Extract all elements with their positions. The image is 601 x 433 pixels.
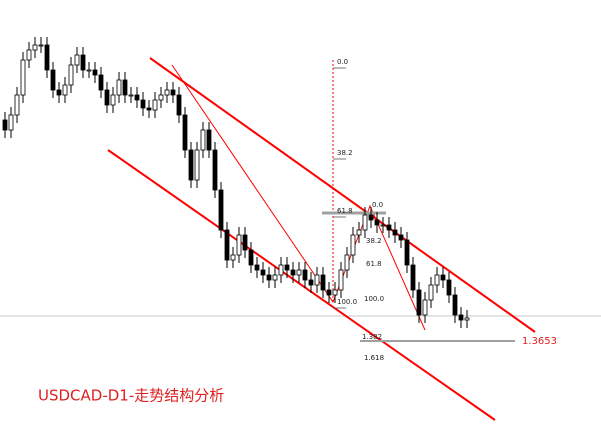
candle-body bbox=[290, 269, 296, 276]
candle-body bbox=[326, 289, 332, 296]
candle-body bbox=[410, 264, 416, 291]
candle-body bbox=[272, 274, 278, 281]
candle-body bbox=[284, 264, 290, 271]
candle-body bbox=[212, 149, 218, 191]
candle-body bbox=[428, 284, 434, 301]
candle-body bbox=[338, 269, 344, 291]
candle-body bbox=[14, 94, 20, 116]
candle-body bbox=[254, 264, 260, 271]
candle-body bbox=[320, 274, 326, 291]
candle-body bbox=[2, 119, 8, 131]
channel-lower bbox=[107, 149, 496, 421]
fib-label: 100.0 bbox=[364, 295, 384, 303]
fib-label: 100.0 bbox=[337, 298, 357, 306]
candle-body bbox=[80, 54, 86, 71]
candle-body bbox=[32, 44, 38, 51]
candle-body bbox=[422, 299, 428, 316]
candle-body bbox=[236, 234, 242, 256]
level-label: 1.3653 bbox=[522, 336, 557, 347]
candle-body bbox=[374, 219, 380, 226]
candle-body bbox=[350, 234, 356, 256]
candle-body bbox=[50, 69, 56, 91]
candle-body bbox=[98, 74, 104, 91]
candle-body bbox=[74, 54, 80, 66]
candle-body bbox=[230, 254, 236, 261]
candle-body bbox=[110, 94, 116, 106]
candle-body bbox=[314, 274, 320, 286]
candle-body bbox=[134, 94, 140, 101]
candle-body bbox=[452, 294, 458, 316]
candle-body bbox=[68, 64, 74, 86]
candle-body bbox=[8, 114, 14, 131]
candle-body bbox=[248, 249, 254, 266]
candle-body bbox=[200, 129, 206, 151]
candle-body bbox=[20, 59, 26, 96]
fib-label: 0.0 bbox=[337, 58, 348, 66]
wave-line bbox=[171, 64, 426, 331]
candle-body bbox=[128, 94, 134, 97]
candle-body bbox=[380, 224, 386, 227]
candle-body bbox=[368, 214, 374, 221]
candle-body bbox=[308, 279, 314, 286]
fib-label: 1.382 bbox=[362, 333, 382, 341]
candle-body bbox=[398, 234, 404, 241]
candle-body bbox=[38, 44, 44, 47]
candle-body bbox=[146, 107, 152, 111]
candle-body bbox=[278, 264, 284, 276]
candle-body bbox=[446, 279, 452, 296]
candle-body bbox=[104, 89, 110, 106]
candle-body bbox=[404, 239, 410, 266]
fib-label: 38.2 bbox=[366, 237, 382, 245]
fib-label: 1.618 bbox=[364, 354, 384, 362]
candle-body bbox=[392, 229, 398, 236]
candle-body bbox=[152, 99, 158, 111]
candle-body bbox=[434, 274, 440, 286]
candle-body bbox=[296, 269, 302, 276]
candle-body bbox=[386, 224, 392, 231]
candle-body bbox=[188, 149, 194, 181]
candle-body bbox=[464, 317, 470, 321]
fib-label: 61.8 bbox=[366, 260, 382, 268]
candle-body bbox=[194, 149, 200, 181]
candle-body bbox=[182, 114, 188, 151]
fib-label: 61.8 bbox=[337, 207, 353, 215]
candle-body bbox=[362, 214, 368, 231]
candle-body bbox=[242, 234, 248, 251]
candle-body bbox=[122, 79, 128, 96]
candle-body bbox=[116, 79, 122, 96]
candle-body bbox=[218, 189, 224, 231]
candle-body bbox=[332, 289, 338, 296]
candle-body bbox=[344, 254, 350, 271]
candle-body bbox=[458, 314, 464, 321]
candle-body bbox=[56, 89, 62, 96]
candle-body bbox=[158, 94, 164, 101]
candle-body bbox=[62, 84, 68, 96]
candle-body bbox=[260, 269, 266, 276]
candle-body bbox=[86, 69, 92, 72]
fib-label: 0.0 bbox=[372, 201, 383, 209]
candle-body bbox=[44, 44, 50, 71]
fib-label: 38.2 bbox=[337, 149, 353, 157]
candle-body bbox=[356, 229, 362, 236]
candle-body bbox=[170, 89, 176, 96]
candle-body bbox=[164, 89, 170, 96]
candle-body bbox=[224, 229, 230, 261]
chart-title: USDCAD-D1-走势结构分析 bbox=[38, 387, 224, 405]
candle-body bbox=[176, 94, 182, 116]
candle-body bbox=[302, 269, 308, 281]
candle-body bbox=[206, 129, 212, 151]
channel-upper bbox=[149, 57, 536, 333]
candle-body bbox=[416, 289, 422, 316]
candle-body bbox=[26, 49, 32, 61]
candle-body bbox=[140, 99, 146, 109]
candle-body bbox=[440, 274, 446, 281]
candle-body bbox=[92, 69, 98, 76]
candle-body bbox=[266, 274, 272, 281]
